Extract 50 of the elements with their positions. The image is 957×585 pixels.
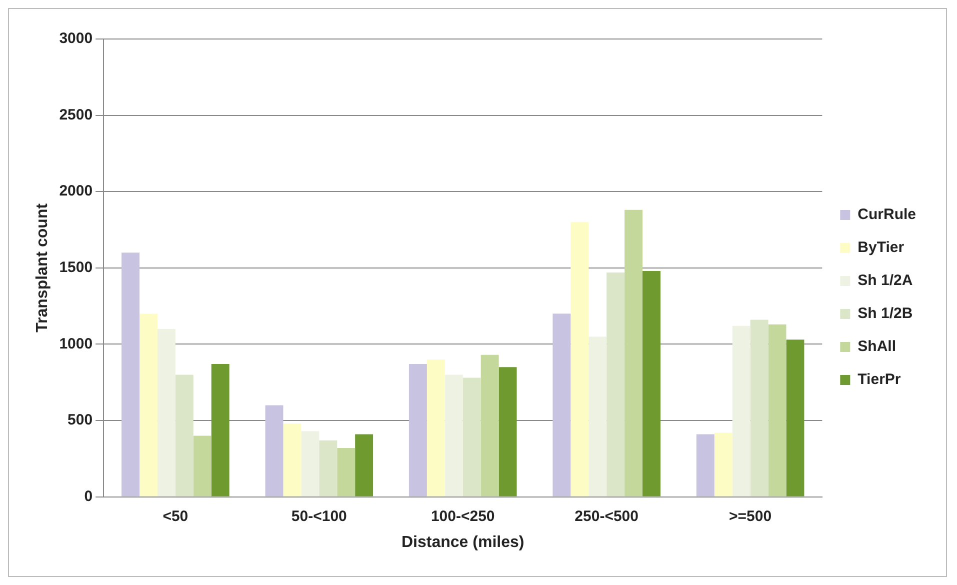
- bar: [157, 328, 176, 496]
- legend-label: CurRule: [858, 206, 916, 224]
- bar: [750, 320, 768, 496]
- x-tick-label: 50-<100: [291, 508, 347, 525]
- x-tick-label: 250-<500: [574, 508, 638, 525]
- bar: [283, 424, 302, 496]
- bar: [498, 367, 517, 496]
- bar: [122, 252, 140, 496]
- legend-label: ByTier: [858, 239, 904, 256]
- bar: [480, 354, 499, 496]
- bar: [570, 222, 589, 496]
- bar: [211, 364, 230, 496]
- y-tick-label: 1500: [59, 259, 93, 276]
- bar: [265, 405, 284, 496]
- y-tick-label: 1000: [59, 335, 93, 352]
- legend-label: Sh 1/2A: [858, 272, 913, 290]
- bar: [696, 434, 714, 496]
- bar: [319, 440, 338, 496]
- y-axis-title: Transplant count: [34, 202, 52, 332]
- y-tick-label: 2500: [59, 106, 93, 124]
- bar: [444, 374, 463, 496]
- bar: [588, 336, 607, 496]
- bar: [552, 314, 571, 496]
- bar: [301, 431, 320, 496]
- legend-label: Sh 1/2B: [858, 305, 913, 322]
- bar: [642, 270, 660, 496]
- y-tick-label: 0: [84, 488, 93, 505]
- x-tick-label: <50: [162, 508, 188, 525]
- x-tick-label: 100-<250: [430, 508, 495, 525]
- x-tick-label: >=500: [729, 508, 772, 525]
- legend-label: ShAll: [858, 338, 896, 356]
- x-axis-title: Distance (miles): [402, 534, 524, 551]
- bar: [732, 326, 750, 496]
- y-tick-label: 500: [68, 412, 93, 429]
- bar: [462, 378, 481, 496]
- bar: [426, 359, 445, 496]
- bar: [140, 314, 158, 496]
- bar: [714, 432, 732, 496]
- bar: [193, 436, 212, 496]
- bar: [606, 272, 625, 496]
- bar: [786, 340, 804, 496]
- legend-label: TierPr: [858, 371, 901, 388]
- bar: [175, 374, 194, 496]
- y-tick-label: 3000: [59, 30, 93, 48]
- bar: [624, 210, 643, 496]
- bar: [768, 324, 786, 496]
- y-tick-label: 2000: [59, 182, 93, 200]
- bar: [337, 448, 356, 496]
- bar: [408, 364, 427, 496]
- bar: [355, 434, 374, 496]
